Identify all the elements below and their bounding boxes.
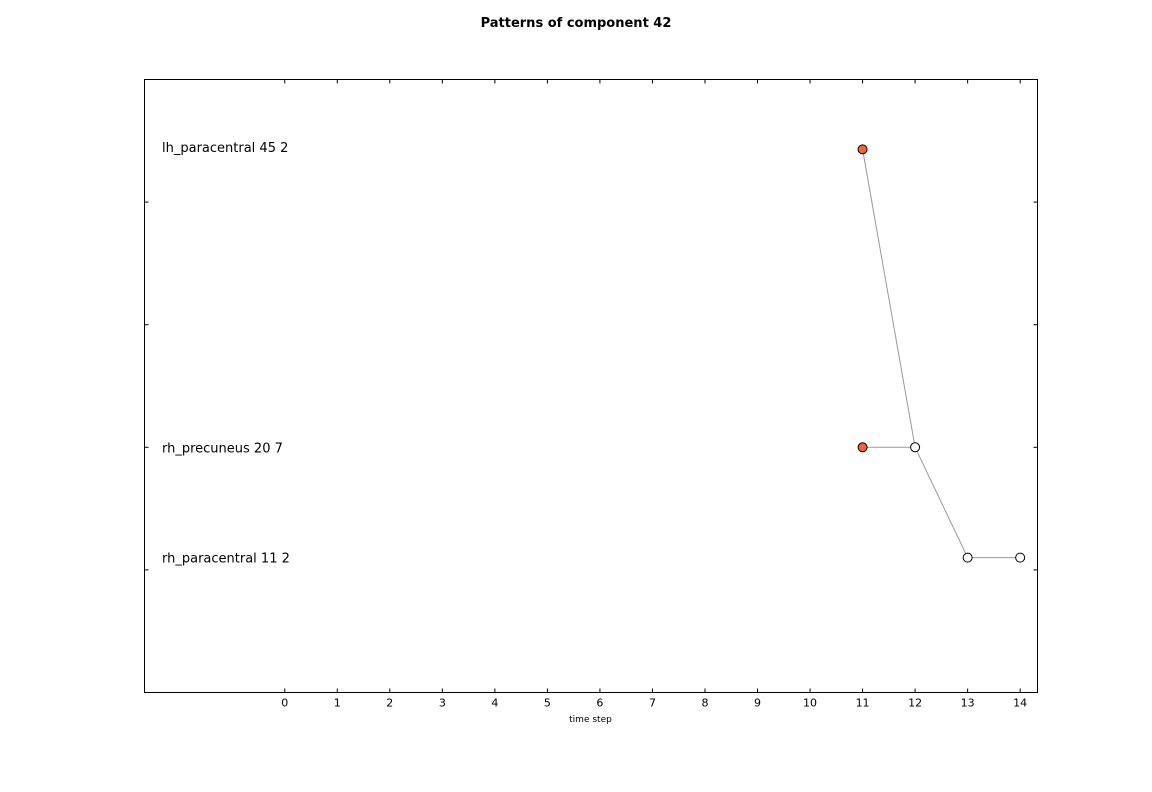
point-0 [857,144,868,155]
x-tick-label-9: 9 [754,697,761,710]
row-label-1: rh_precuneus 20 7 [162,441,283,456]
edge-2 [914,447,969,558]
chart-title: Patterns of component 42 [481,16,672,31]
x-tick-label-7: 7 [649,697,656,710]
x-tick-label-3: 3 [439,697,446,710]
point-2 [910,442,921,453]
x-tick-label-1: 1 [334,697,341,710]
x-axis-label: time step [569,715,612,725]
x-tick-label-13: 13 [961,697,975,710]
x-tick-label-12: 12 [908,697,922,710]
edge-0 [862,149,916,448]
x-tick-label-8: 8 [701,697,708,710]
row-label-2: rh_paracentral 11 2 [162,552,290,567]
x-tick-label-4: 4 [491,697,498,710]
point-3 [962,552,973,563]
point-1 [857,442,868,453]
y-ticks [144,201,1038,571]
x-ticks: 0 1 2 3 4 5 6 7 8 9 10 11 12 13 14 [281,79,1027,710]
x-tick-label-2: 2 [386,697,393,710]
x-tick-label-11: 11 [856,697,870,710]
x-tick-label-5: 5 [544,697,551,710]
row-labels: lh_paracentral 45 2 rh_precuneus 20 7 rh_p… [162,141,290,567]
edges [862,149,1021,559]
point-4 [1015,552,1026,563]
plot-frame [144,79,1038,693]
x-tick-label-10: 10 [803,697,817,710]
x-tick-label-0: 0 [281,697,288,710]
points [857,144,1026,563]
row-label-0: lh_paracentral 45 2 [162,141,288,156]
x-tick-label-6: 6 [596,697,603,710]
x-tick-label-14: 14 [1013,697,1027,710]
